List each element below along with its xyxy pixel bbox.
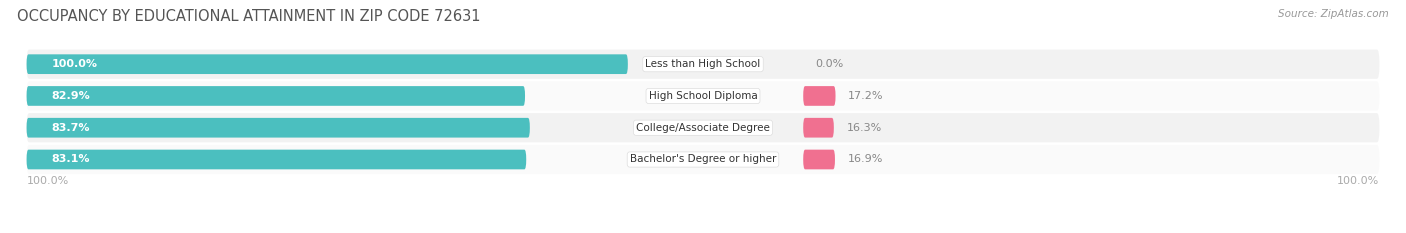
Text: Less than High School: Less than High School [645, 59, 761, 69]
FancyBboxPatch shape [27, 86, 524, 106]
Text: 16.3%: 16.3% [846, 123, 882, 133]
Text: Source: ZipAtlas.com: Source: ZipAtlas.com [1278, 9, 1389, 19]
Text: 100.0%: 100.0% [1337, 176, 1379, 186]
FancyBboxPatch shape [27, 81, 1379, 111]
FancyBboxPatch shape [803, 150, 835, 169]
FancyBboxPatch shape [27, 145, 1379, 174]
FancyBboxPatch shape [27, 113, 1379, 142]
Text: OCCUPANCY BY EDUCATIONAL ATTAINMENT IN ZIP CODE 72631: OCCUPANCY BY EDUCATIONAL ATTAINMENT IN Z… [17, 9, 481, 24]
Text: 100.0%: 100.0% [52, 59, 97, 69]
Text: 82.9%: 82.9% [52, 91, 90, 101]
Text: College/Associate Degree: College/Associate Degree [636, 123, 770, 133]
Text: 100.0%: 100.0% [27, 176, 69, 186]
Text: 17.2%: 17.2% [848, 91, 883, 101]
FancyBboxPatch shape [803, 118, 834, 137]
FancyBboxPatch shape [27, 54, 628, 74]
Text: 83.7%: 83.7% [52, 123, 90, 133]
Text: Bachelor's Degree or higher: Bachelor's Degree or higher [630, 154, 776, 164]
Text: 0.0%: 0.0% [815, 59, 844, 69]
FancyBboxPatch shape [27, 118, 530, 137]
Text: 83.1%: 83.1% [52, 154, 90, 164]
FancyBboxPatch shape [27, 50, 1379, 79]
FancyBboxPatch shape [27, 150, 526, 169]
Text: High School Diploma: High School Diploma [648, 91, 758, 101]
Text: 16.9%: 16.9% [848, 154, 883, 164]
FancyBboxPatch shape [803, 86, 835, 106]
